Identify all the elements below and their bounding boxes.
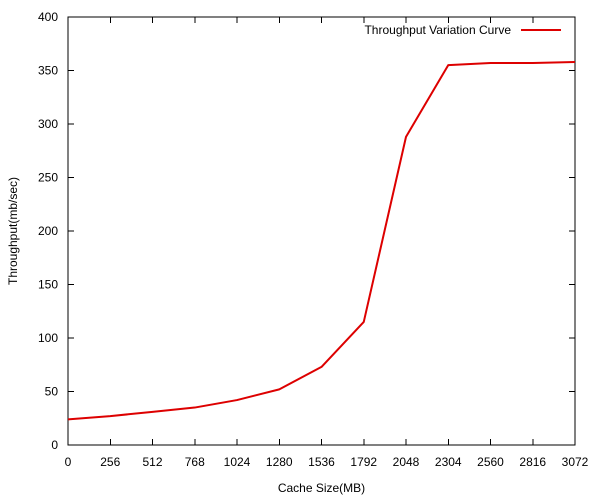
y-tick-label: 50 [45,385,59,399]
x-tick-label: 256 [100,455,120,469]
x-tick-label: 512 [142,455,162,469]
legend-label: Throughput Variation Curve [364,23,511,37]
x-axis-ticks: 0 256 512 768 1024 1280 1536 1792 2048 2304 2560 28… [65,17,589,469]
y-axis-ticks: 0 50 100 150 200 250 300 350 400 [38,10,575,452]
axes [67,16,576,446]
x-axis-title: Cache Size(MB) [278,481,365,495]
y-tick-label: 250 [38,171,58,185]
y-tick-label: 100 [38,331,58,345]
x-tick-label: 1536 [308,455,335,469]
x-tick-label: 2048 [393,455,420,469]
x-tick-label: 2816 [519,455,546,469]
series-line [67,60,576,421]
y-axis-title: Throughput(mb/sec) [6,177,20,285]
x-tick-label: 2304 [435,455,462,469]
x-tick-label: 2560 [477,455,504,469]
plot-frame [67,16,576,446]
y-tick-label: 200 [38,224,58,238]
x-tick-label: 0 [65,455,72,469]
y-tick-label: 150 [38,278,58,292]
y-tick-label: 300 [38,117,58,131]
series-layer [67,60,576,421]
x-tick-label: 3072 [562,455,589,469]
x-tick-label: 1792 [350,455,377,469]
legend: Throughput Variation Curve [364,23,561,37]
x-tick-label: 1280 [266,455,293,469]
y-tick-label: 350 [38,64,58,78]
x-tick-label: 1024 [224,455,251,469]
x-tick-label: 768 [185,455,205,469]
y-tick-label: 400 [38,10,58,24]
y-tick-label: 0 [51,438,58,452]
